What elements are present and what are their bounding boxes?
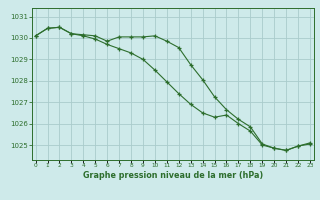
X-axis label: Graphe pression niveau de la mer (hPa): Graphe pression niveau de la mer (hPa) (83, 171, 263, 180)
